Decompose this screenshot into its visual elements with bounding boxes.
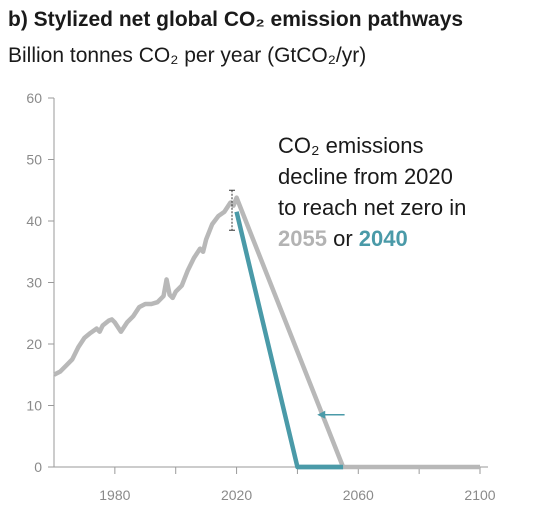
y-tick-label: 50 bbox=[26, 152, 42, 168]
chart-extras bbox=[229, 189, 345, 419]
annotation-line-1: CO₂ emissions bbox=[278, 133, 424, 158]
x-tick-label: 2100 bbox=[464, 487, 495, 503]
x-tick-label: 1980 bbox=[99, 487, 130, 503]
y-tick-label: 20 bbox=[26, 336, 42, 352]
shift-arrow-head bbox=[317, 410, 326, 419]
annotation: CO₂ emissions decline from 2020 to reach… bbox=[278, 130, 466, 254]
y-tick-label: 10 bbox=[26, 398, 42, 414]
series-lines bbox=[52, 195, 480, 470]
tick-labels: 0 10 20 30 40 50 60 1980 2020 2060 2100 bbox=[26, 90, 495, 503]
annotation-line-2: decline from 2020 bbox=[278, 164, 453, 189]
annotation-line-4: 2055 or 2040 bbox=[278, 223, 466, 254]
year-2040-label: 2040 bbox=[358, 226, 408, 251]
chart-title: b) Stylized net global CO₂ emission path… bbox=[8, 8, 464, 31]
y-tick-label: 60 bbox=[26, 90, 42, 106]
x-tick-label: 2060 bbox=[343, 487, 374, 503]
y-tick-label: 0 bbox=[34, 459, 42, 475]
annotation-connector: or bbox=[333, 226, 353, 251]
y-tick-label: 30 bbox=[26, 275, 42, 291]
year-2055-label: 2055 bbox=[278, 226, 327, 251]
historical-and-2055-pathway-line bbox=[52, 195, 480, 470]
x-tick-label: 2020 bbox=[221, 487, 252, 503]
chart-subtitle: Billion tonnes CO₂ per year (GtCO₂/yr) bbox=[8, 44, 367, 67]
y-tick-label: 40 bbox=[26, 213, 42, 229]
annotation-line-3: to reach net zero in bbox=[278, 195, 467, 220]
